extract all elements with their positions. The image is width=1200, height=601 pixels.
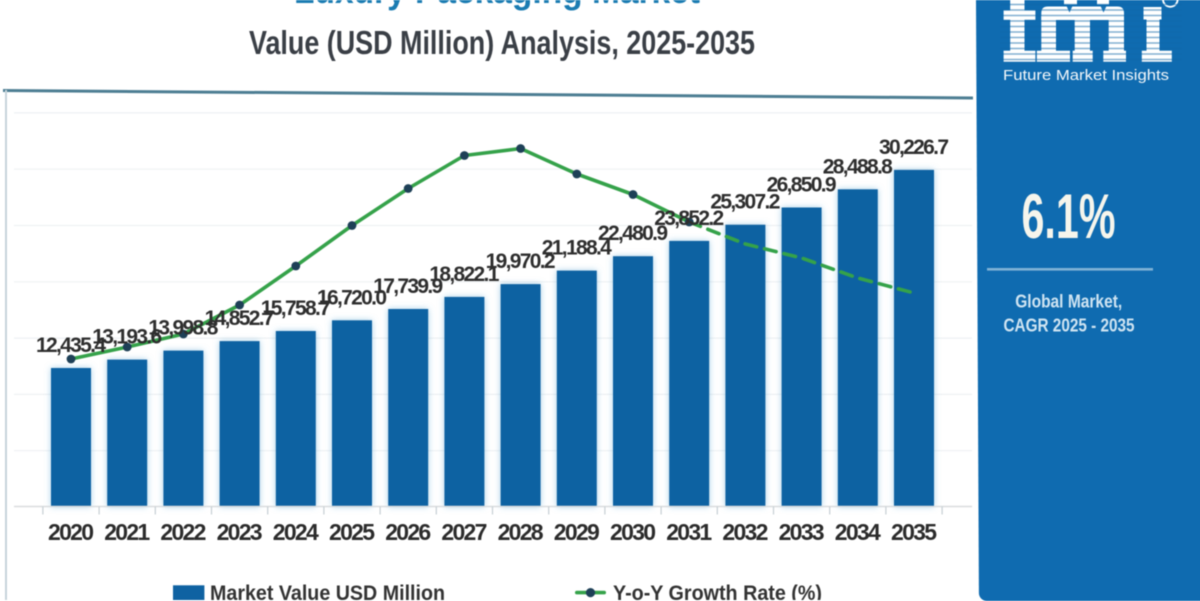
- svg-text:13,998.8: 13,998.8: [148, 317, 218, 340]
- svg-text:2020: 2020: [48, 519, 94, 545]
- svg-text:18,822.1: 18,822.1: [429, 263, 499, 286]
- svg-text:2026: 2026: [385, 519, 431, 545]
- svg-text:12,435.4: 12,435.4: [36, 334, 106, 357]
- svg-text:Y-o-Y Growth Rate (%): Y-o-Y Growth Rate (%): [613, 581, 822, 600]
- svg-text:15,758.7: 15,758.7: [261, 297, 331, 320]
- svg-text:2023: 2023: [217, 519, 263, 545]
- svg-text:30,226.7: 30,226.7: [879, 136, 949, 159]
- svg-text:2024: 2024: [273, 519, 319, 545]
- svg-text:22,480.9: 22,480.9: [598, 222, 668, 245]
- svg-text:23,852.2: 23,852.2: [654, 207, 724, 230]
- svg-text:2031: 2031: [666, 519, 712, 545]
- svg-text:16,720.0: 16,720.0: [317, 286, 387, 309]
- svg-text:2028: 2028: [498, 519, 544, 545]
- svg-text:2033: 2033: [779, 519, 825, 545]
- svg-text:2032: 2032: [722, 519, 768, 545]
- svg-text:2025: 2025: [329, 519, 375, 545]
- svg-text:2029: 2029: [554, 519, 600, 545]
- svg-text:13,193.6: 13,193.6: [92, 326, 162, 349]
- svg-text:26,850.9: 26,850.9: [767, 174, 837, 197]
- svg-text:2034: 2034: [835, 519, 881, 545]
- svg-text:19,970.2: 19,970.2: [486, 250, 556, 273]
- svg-text:Luxury Packaging Market: Luxury Packaging Market: [294, 0, 700, 11]
- svg-text:2027: 2027: [441, 519, 487, 545]
- svg-text:6.1%: 6.1%: [1022, 182, 1116, 252]
- svg-text:14,852.7: 14,852.7: [205, 307, 275, 330]
- svg-text:28,488.8: 28,488.8: [823, 155, 893, 178]
- svg-text:2035: 2035: [891, 519, 937, 545]
- svg-text:2030: 2030: [610, 519, 656, 545]
- svg-text:Market Value USD Million: Market Value USD Million: [210, 581, 445, 600]
- svg-text:2022: 2022: [160, 519, 206, 545]
- svg-text:21,188.4: 21,188.4: [542, 237, 612, 260]
- svg-text:Global Market,: Global Market,: [1015, 291, 1122, 312]
- svg-text:Value (USD Million) Analysis,: Value (USD Million) Analysis, 2025-2035: [249, 25, 755, 62]
- svg-text:Future Market Insights: Future Market Insights: [1003, 67, 1169, 84]
- svg-text:CAGR 2025 - 2035: CAGR 2025 - 2035: [1004, 315, 1135, 336]
- svg-text:2021: 2021: [104, 519, 150, 545]
- svg-text:17,739.9: 17,739.9: [373, 275, 443, 298]
- svg-text:25,307.2: 25,307.2: [710, 191, 780, 214]
